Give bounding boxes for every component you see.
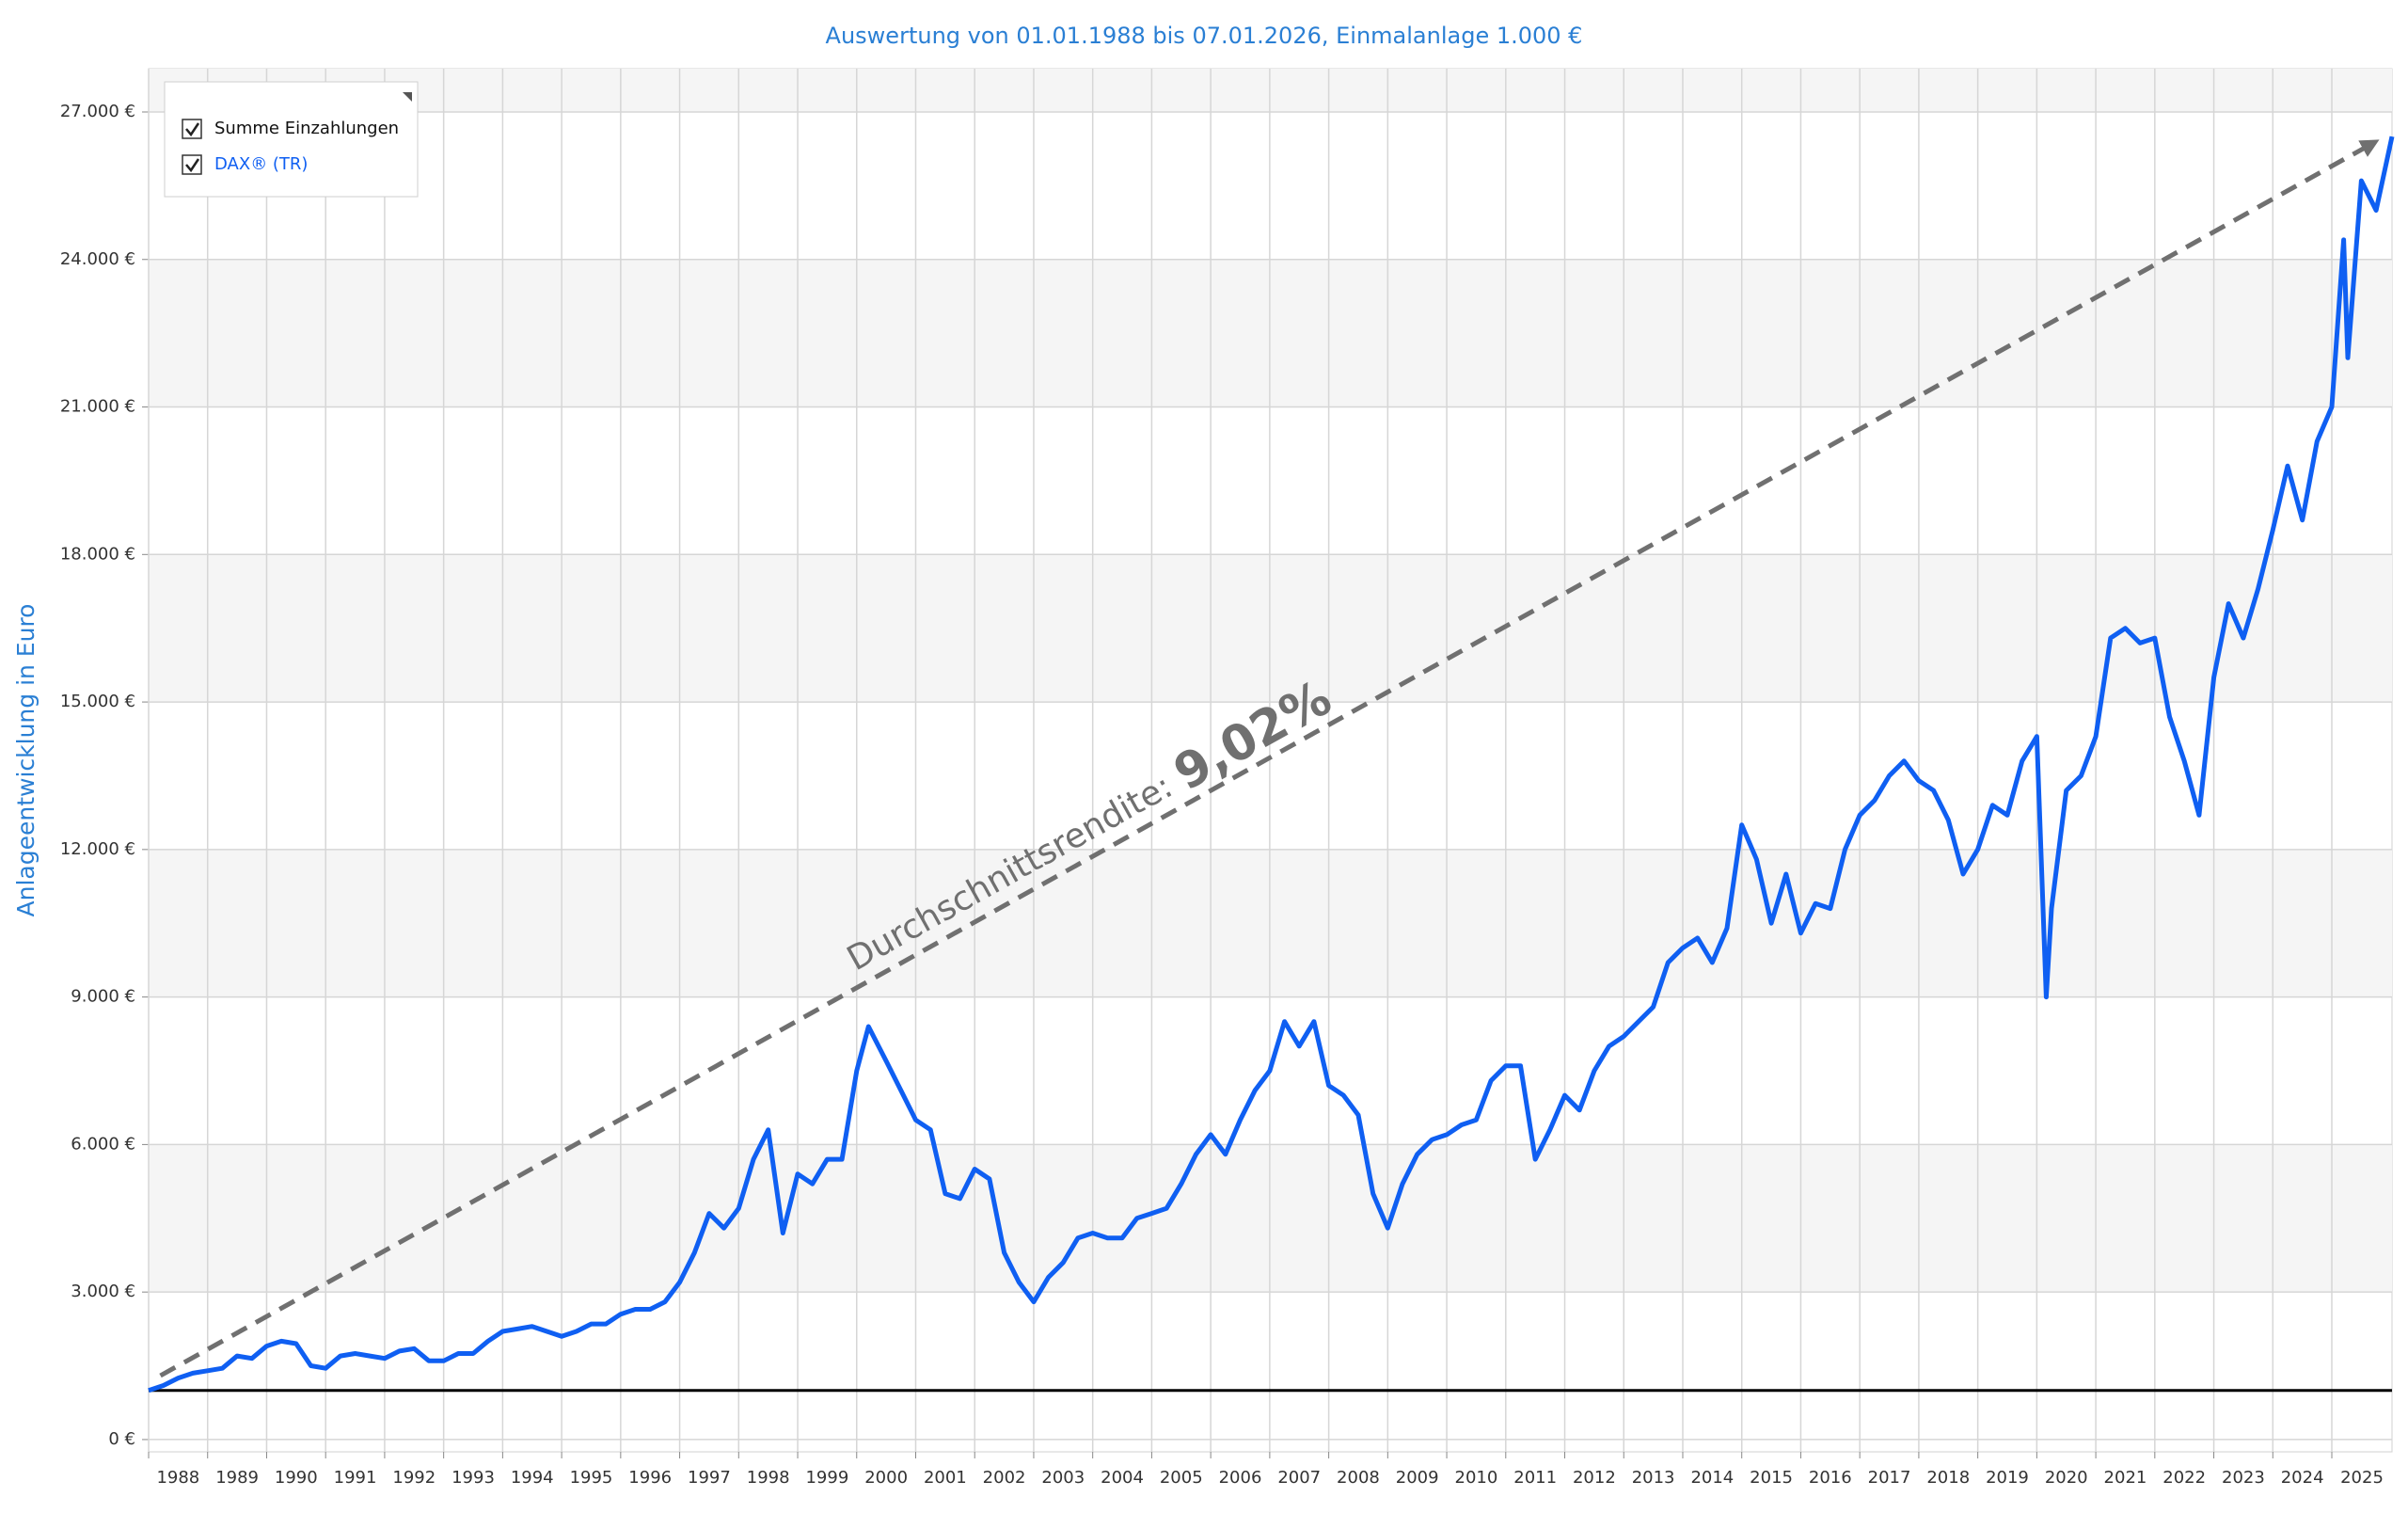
legend-checkbox[interactable] — [182, 154, 202, 175]
y-tick-label: 9.000 € — [71, 987, 135, 1007]
x-tick-label: 1997 — [688, 1468, 731, 1488]
x-tick-label: 2013 — [1632, 1468, 1675, 1488]
legend-box — [164, 81, 419, 198]
x-tick-label: 2025 — [2340, 1468, 2384, 1488]
x-tick-label: 2022 — [2162, 1468, 2206, 1488]
x-tick-label: 1996 — [628, 1468, 672, 1488]
trend-arrow — [159, 139, 2380, 1378]
x-tick-label: 2009 — [1396, 1468, 1439, 1488]
x-tick-label: 2002 — [983, 1468, 1026, 1488]
legend: Summe Einzahlungen DAX® (TR) — [164, 81, 419, 198]
y-tick-label: 15.000 € — [60, 692, 135, 711]
x-tick-label: 2016 — [1809, 1468, 1852, 1488]
x-tick-label: 2014 — [1690, 1468, 1734, 1488]
x-tick-label: 1990 — [275, 1468, 318, 1488]
y-tick-label: 6.000 € — [71, 1134, 135, 1154]
x-tick-label: 2020 — [2045, 1468, 2088, 1488]
x-tick-label: 2011 — [1513, 1468, 1557, 1488]
y-tick-label: 24.000 € — [60, 249, 135, 269]
x-tick-label: 2008 — [1337, 1468, 1380, 1488]
legend-check — [185, 158, 200, 173]
y-tick-label: 12.000 € — [60, 839, 135, 859]
x-tick-label: 2005 — [1160, 1468, 1203, 1488]
y-tick-label: 3.000 € — [71, 1282, 135, 1301]
x-tick-label: 2024 — [2281, 1468, 2324, 1488]
x-tick-label: 2023 — [2222, 1468, 2265, 1488]
legend-check — [185, 122, 200, 137]
x-tick-label: 2006 — [1219, 1468, 1262, 1488]
x-tick-label: 2004 — [1101, 1468, 1144, 1488]
x-tick-label: 1988 — [156, 1468, 199, 1488]
x-tick-label: 2019 — [1986, 1468, 2029, 1488]
x-tick-label: 2018 — [1926, 1468, 1970, 1488]
legend-label[interactable]: Summe Einzahlungen — [214, 119, 399, 138]
x-tick-label: 2017 — [1868, 1468, 1911, 1488]
series-lines — [148, 135, 2395, 1394]
x-tick-label: 1991 — [334, 1468, 377, 1488]
x-tick-label: 2003 — [1041, 1468, 1085, 1488]
legend-label[interactable]: DAX® (TR) — [214, 154, 308, 174]
chart-title: Auswertung von 01.01.1988 bis 07.01.2026… — [826, 23, 1583, 49]
x-tick-label: 2000 — [864, 1468, 908, 1488]
x-tick-label: 1999 — [805, 1468, 848, 1488]
x-tick-label: 2010 — [1455, 1468, 1498, 1488]
y-tick-label: 18.000 € — [60, 544, 135, 564]
y-tick-label: 27.000 € — [60, 102, 135, 121]
x-tick-label: 1998 — [747, 1468, 790, 1488]
series-line — [148, 135, 2395, 1394]
x-tick-label: 1993 — [452, 1468, 495, 1488]
x-tick-label: 2012 — [1573, 1468, 1616, 1488]
y-axis-label: Anlageentwicklung in Euro — [12, 604, 40, 917]
y-tick-label: 0 € — [108, 1429, 135, 1449]
x-tick-label: 1995 — [570, 1468, 613, 1488]
x-tick-label: 2015 — [1750, 1468, 1793, 1488]
legend-checkbox[interactable] — [182, 119, 202, 139]
x-tick-label: 1994 — [511, 1468, 554, 1488]
x-tick-label: 1992 — [392, 1468, 436, 1488]
x-tick-label: 2001 — [924, 1468, 967, 1488]
legend-grip — [403, 92, 412, 102]
x-tick-label: 1989 — [215, 1468, 259, 1488]
y-tick-label: 21.000 € — [60, 397, 135, 417]
grid — [142, 69, 2392, 1458]
x-tick-label: 2007 — [1277, 1468, 1321, 1488]
x-tick-label: 2021 — [2104, 1468, 2147, 1488]
